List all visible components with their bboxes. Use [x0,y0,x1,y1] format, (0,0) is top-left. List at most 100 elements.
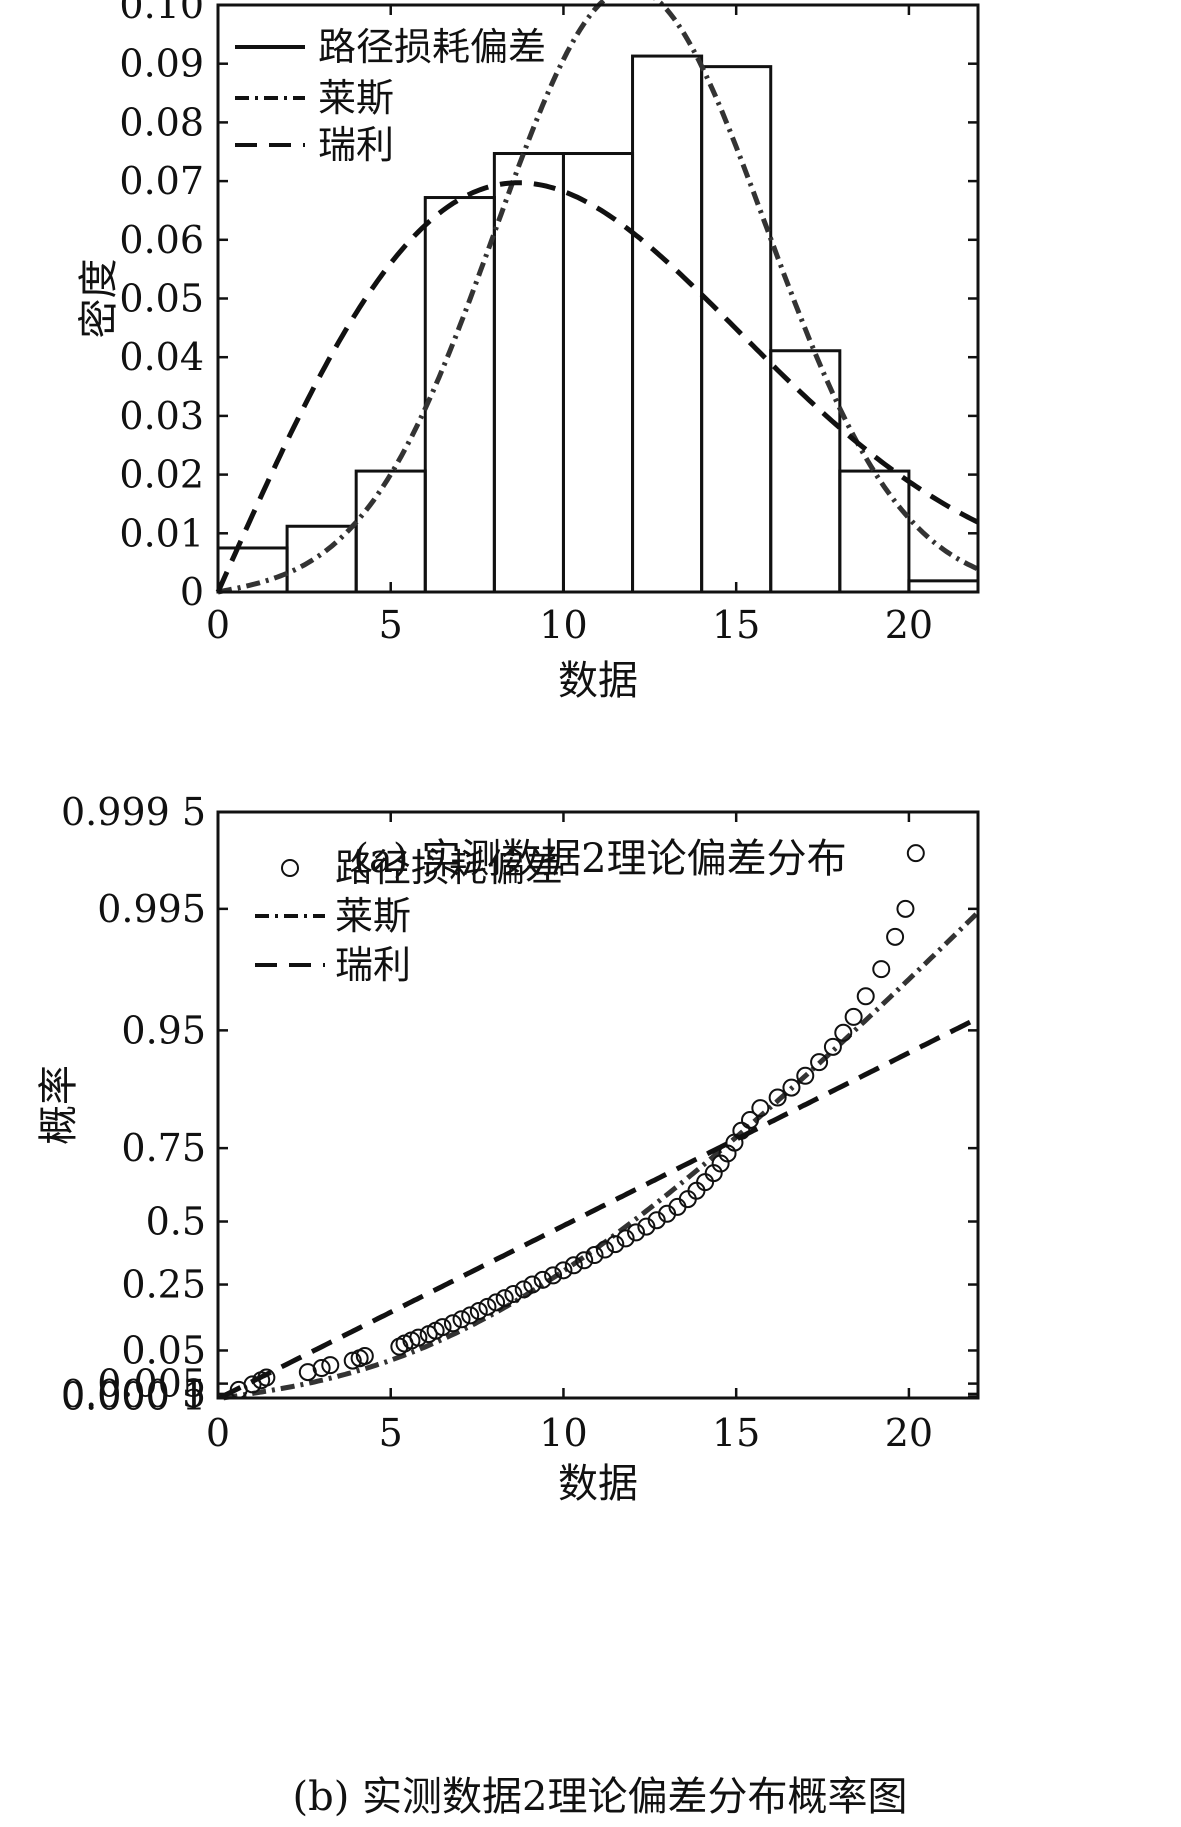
data-point-59 [872,960,891,979]
data-point-49 [741,1111,759,1130]
data-point-3 [257,1368,276,1387]
data-point-60 [886,927,905,946]
y-tick-label-0: 0 [180,570,204,614]
panel-b-caption: (b) 实测数据2理论偏差分布概率图 [293,1774,908,1820]
legend-label-2: 瑞利 [335,943,411,987]
y-axis-label: 密度 [76,259,122,339]
data-point-62 [906,844,925,863]
y-tick-label-2: 0.005 [97,1362,206,1406]
data-point-9 [355,1346,374,1365]
histogram-bar-4 [492,152,565,594]
x-tick-label-1: 5 [379,603,403,647]
y-tick-label-1: 0.01 [119,511,204,555]
data-point-35 [616,1229,635,1248]
data-point-24 [504,1284,523,1303]
y-tick-label-2: 0.02 [119,453,204,497]
rayleigh-curve [219,1015,980,1400]
data-point-61 [896,899,915,918]
x-tick-label-0: 0 [206,603,230,647]
data-point-31 [575,1251,594,1270]
legend-marker-0 [281,859,299,877]
legend-label-2: 瑞利 [318,123,394,167]
histogram-bar-5 [561,152,635,594]
data-point-56 [834,1023,853,1042]
histogram-bar-1 [285,524,358,594]
x-tick-label-3: 15 [712,603,760,647]
data-point-53 [796,1066,815,1085]
data-point-21 [478,1297,497,1316]
legend-label-1: 莱斯 [318,76,394,120]
data-point-16 [433,1318,452,1337]
x-tick-label-0: 0 [206,1411,230,1455]
data-point-6 [321,1356,340,1375]
y-tick-label-3: 0.05 [121,1328,206,1372]
data-point-52 [782,1078,801,1097]
x-tick-label-4: 20 [885,603,933,647]
data-point-26 [523,1275,542,1294]
data-point-37 [637,1217,656,1236]
y-tick-label-4: 0.25 [121,1263,206,1307]
data-point-28 [544,1266,563,1285]
panel-a-histogram: 0 5 10 15 20 0 0.01 0.02 0.03 0.04 0.05 0.06 0.07 0.0… [76,0,980,704]
data-point-57 [844,1007,863,1026]
data-point-54 [810,1053,829,1072]
data-point-17 [443,1314,462,1333]
data-point-27 [533,1270,552,1289]
data-point-19 [461,1306,480,1325]
x-axis-label: 数据 [558,1461,638,1507]
x-tick-label-2: 10 [539,1411,587,1455]
y-tick-label-9: 0.999 5 [61,790,206,834]
y-axis-label: 概率 [36,1065,82,1145]
data-point-43 [696,1173,715,1192]
data-point-32 [585,1246,604,1265]
panel-a-caption: (a) 实测数据2理论偏差分布 [353,836,846,882]
plot-frame [216,810,980,1400]
data-point-29 [554,1261,573,1280]
x-tick-label-3: 15 [712,1411,760,1455]
y-tick-label-4: 0.04 [119,335,204,379]
data-point-58 [856,987,875,1006]
data-point-23 [495,1289,514,1308]
data-point-48 [732,1121,751,1140]
y-tick-label-1: 0.000 5 [61,1372,206,1416]
x-tick-label-1: 5 [379,1411,403,1455]
y-tick-label-3: 0.03 [119,394,204,438]
data-point-30 [564,1256,583,1275]
histogram-bar-6 [631,54,704,594]
y-tick-label-5: 0.05 [119,277,204,321]
x-tick-label-4: 20 [885,1411,933,1455]
data-point-50 [751,1099,770,1118]
legend-label-0: 路径损耗偏差 [318,25,546,69]
data-point-5 [312,1359,331,1378]
y-tick-label-6: 0.06 [119,218,204,262]
data-point-22 [487,1293,506,1312]
data-point-34 [606,1235,625,1254]
y-tick-label-6: 0.75 [121,1126,206,1170]
histogram-bar-10 [907,579,980,594]
y-tick-label-9: 0.09 [119,42,204,86]
x-axis-label: 数据 [558,658,638,704]
data-point-20 [469,1302,488,1321]
x-tick-label-2: 10 [539,603,587,647]
y-tick-label-8: 0.995 [97,887,206,931]
histogram-bar-2 [354,469,427,594]
y-tick-label-10: 0.10 [119,0,204,27]
histogram-bar-9 [838,469,911,594]
data-point-25 [514,1280,533,1299]
y-tick-label-7: 0.95 [121,1008,206,1052]
data-point-33 [595,1240,614,1259]
rayleigh-curve [215,180,980,594]
y-tick-label-0: 0.000 1 [61,1375,206,1419]
data-point-18 [452,1310,471,1329]
data-point-36 [627,1223,645,1242]
data-point-13 [409,1328,428,1347]
data-point-55 [823,1037,842,1056]
rice-curve [223,910,980,1401]
y-tick-label-5: 0.5 [146,1200,206,1244]
y-tick-label-8: 0.08 [119,100,204,144]
legend-label-0: 路径损耗偏差 [335,846,563,890]
data-point-51 [768,1088,787,1107]
legend-label-1: 莱斯 [335,894,411,938]
